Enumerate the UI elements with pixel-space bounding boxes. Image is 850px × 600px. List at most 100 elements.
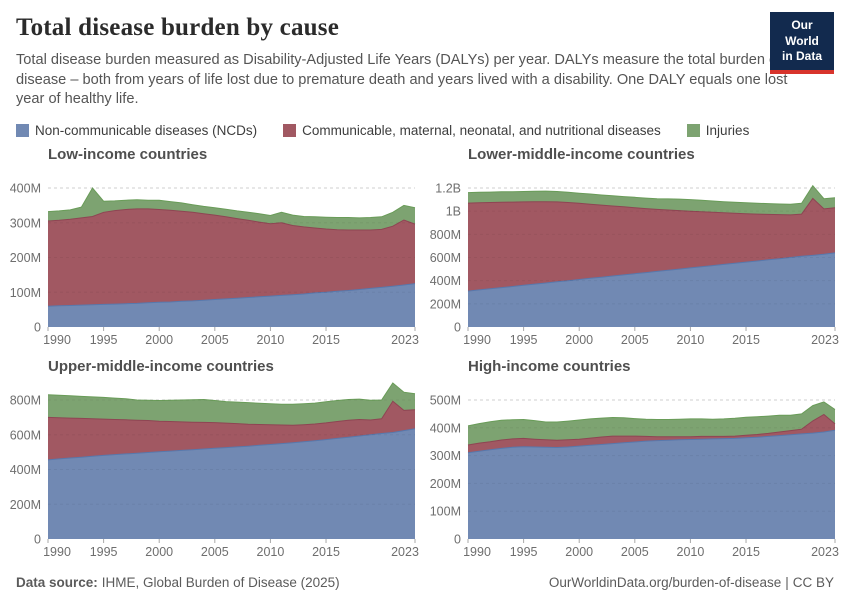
x-axis-label: 2005: [621, 333, 649, 347]
chart-cell-upper-middle-income: Upper-middle-income countries 0 200M 400M 6…: [0, 358, 420, 565]
legend-label-cmnn: Communicable, maternal, neonatal, and nu…: [302, 122, 661, 138]
legend-label-ncd: Non-communicable diseases (NCDs): [35, 122, 258, 138]
y-axis-label: 0: [454, 320, 461, 334]
footer: Data source: IHME, Global Burden of Disea…: [16, 575, 834, 590]
chart-high-income[interactable]: 0 100M 200M 300M 400M 500M 1990 1995 2000 2005 201…: [420, 379, 840, 565]
x-axis-label: 2015: [732, 545, 760, 559]
line-injuries: [467, 184, 836, 205]
x-axis-label: 2010: [677, 545, 705, 559]
x-axis-label: 1990: [463, 333, 491, 347]
owid-logo-line2: in Data: [781, 49, 822, 64]
chart-title-high-income: High-income countries: [468, 357, 631, 375]
area-injuries: [468, 185, 835, 215]
area-ncd: [468, 252, 835, 327]
x-axis-label: 2000: [145, 545, 173, 559]
line-ncd: [47, 427, 416, 461]
area-cmnn: [48, 400, 415, 460]
area-cmnn: [468, 198, 835, 291]
y-axis-label: 600M: [10, 428, 41, 442]
y-axis-label: 400M: [430, 421, 461, 435]
footer-source-label: Data source:: [16, 575, 98, 590]
x-axis-label: 2005: [201, 545, 229, 559]
x-axis-label: 1995: [510, 333, 538, 347]
x-axis-label: 2000: [565, 545, 593, 559]
footer-separator: |: [785, 575, 789, 590]
area-injuries: [468, 401, 835, 445]
y-axis-label: 800M: [10, 393, 41, 407]
line-ncd: [467, 429, 836, 453]
page-subtitle: Total disease burden measured as Disabil…: [16, 52, 788, 108]
x-axis-label: 2005: [621, 545, 649, 559]
y-axis-label: 400M: [10, 181, 41, 195]
legend-item-ncd[interactable]: Non-communicable diseases (NCDs): [16, 123, 257, 138]
chart-low-income[interactable]: 0 100M 200M 300M 400M 1990 1995 2000 2005 2010 201…: [0, 167, 420, 353]
x-axis-label: 2015: [312, 545, 340, 559]
area-ncd: [468, 429, 835, 539]
line-injuries: [467, 400, 836, 427]
y-axis-label: 0: [34, 320, 41, 334]
area-ncd: [48, 428, 415, 539]
chart-cell-lower-middle-income: Lower-middle-income countries 0 200M 400M 6…: [420, 146, 840, 353]
y-axis-label: 600M: [430, 251, 461, 265]
x-axis-label: 2015: [732, 333, 760, 347]
area-injuries: [48, 382, 415, 425]
line-ncd: [467, 252, 836, 292]
x-axis-label: 2010: [257, 545, 285, 559]
legend-swatch-injuries: [686, 123, 700, 137]
y-axis-label: 200M: [430, 477, 461, 491]
x-axis-label: 2005: [201, 333, 229, 347]
x-axis-label: 1995: [510, 545, 538, 559]
x-axis-label: 1995: [90, 333, 118, 347]
chart-lower-middle-income[interactable]: 0 200M 400M 600M 800M 1B 1.2B 1990 1995 2000 2005 2…: [420, 167, 840, 353]
line-cmnn: [467, 413, 836, 446]
y-axis-label: 400M: [430, 274, 461, 288]
footer-url-link[interactable]: OurWorldinData.org/burden-of-disease: [548, 575, 782, 590]
legend-item-injuries[interactable]: Injuries: [686, 122, 750, 138]
y-axis-label: 300M: [430, 449, 461, 463]
line-injuries: [47, 381, 416, 405]
footer-attribution: OurWorldinData.org/burden-of-disease | CC …: [549, 575, 834, 590]
owid-logo[interactable]: Our World in Data: [770, 12, 834, 74]
charts-grid: Low-income countries 0 100M 200M 300M 400M 19…: [0, 146, 850, 565]
y-axis-label: 100M: [10, 285, 41, 299]
legend: Non-communicable diseases (NCDs) Communi…: [16, 123, 834, 138]
owid-logo-line1: Our World: [785, 18, 819, 48]
legend-swatch-ncd: [16, 123, 29, 137]
x-axis-label: 1990: [43, 333, 71, 347]
chart-cell-high-income: High-income countries 0 100M 200M 300M 400M 5…: [420, 358, 840, 565]
area-cmnn: [468, 414, 835, 453]
y-axis-label: 500M: [430, 393, 461, 407]
legend-label-injuries: Injuries: [705, 122, 750, 138]
x-axis-label: 2010: [677, 333, 705, 347]
x-axis-label: 1995: [90, 545, 118, 559]
area-cmnn: [48, 208, 415, 306]
y-axis-label: 0: [454, 532, 461, 546]
x-axis-label: 2000: [565, 333, 593, 347]
legend-item-cmnn[interactable]: Communicable, maternal, neonatal, and nu…: [283, 123, 661, 138]
y-axis-label: 800M: [430, 227, 461, 241]
y-axis-label: 400M: [10, 463, 41, 477]
footer-source-text: IHME, Global Burden of Disease (2025): [101, 575, 340, 590]
area-ncd: [48, 283, 415, 327]
line-injuries: [47, 186, 416, 219]
legend-swatch-cmnn: [283, 123, 297, 137]
y-axis-label: 1B: [446, 204, 461, 218]
x-axis-label: 2023: [391, 333, 419, 347]
x-axis-label: 1990: [463, 545, 491, 559]
y-axis-label: 200M: [10, 251, 41, 265]
line-cmnn: [47, 208, 416, 231]
chart-title-upper-middle-income: Upper-middle-income countries: [48, 357, 274, 375]
footer-source: Data source: IHME, Global Burden of Disea…: [16, 575, 340, 590]
chart-upper-middle-income[interactable]: 0 200M 400M 600M 800M 1990 1995 2000 2005 2010 201…: [0, 379, 420, 565]
page-title: Total disease burden by cause: [16, 14, 339, 41]
y-axis-label: 300M: [10, 216, 41, 230]
chart-cell-low-income: Low-income countries 0 100M 200M 300M 400M 19…: [0, 146, 420, 353]
line-ncd: [47, 282, 416, 307]
chart-title-lower-middle-income: Lower-middle-income countries: [468, 145, 695, 163]
y-axis-label: 200M: [10, 497, 41, 511]
y-axis-label: 1.2B: [435, 181, 461, 195]
x-axis-label: 2023: [811, 545, 839, 559]
x-axis-label: 2000: [145, 333, 173, 347]
y-axis-label: 0: [34, 532, 41, 546]
area-injuries: [48, 187, 415, 230]
